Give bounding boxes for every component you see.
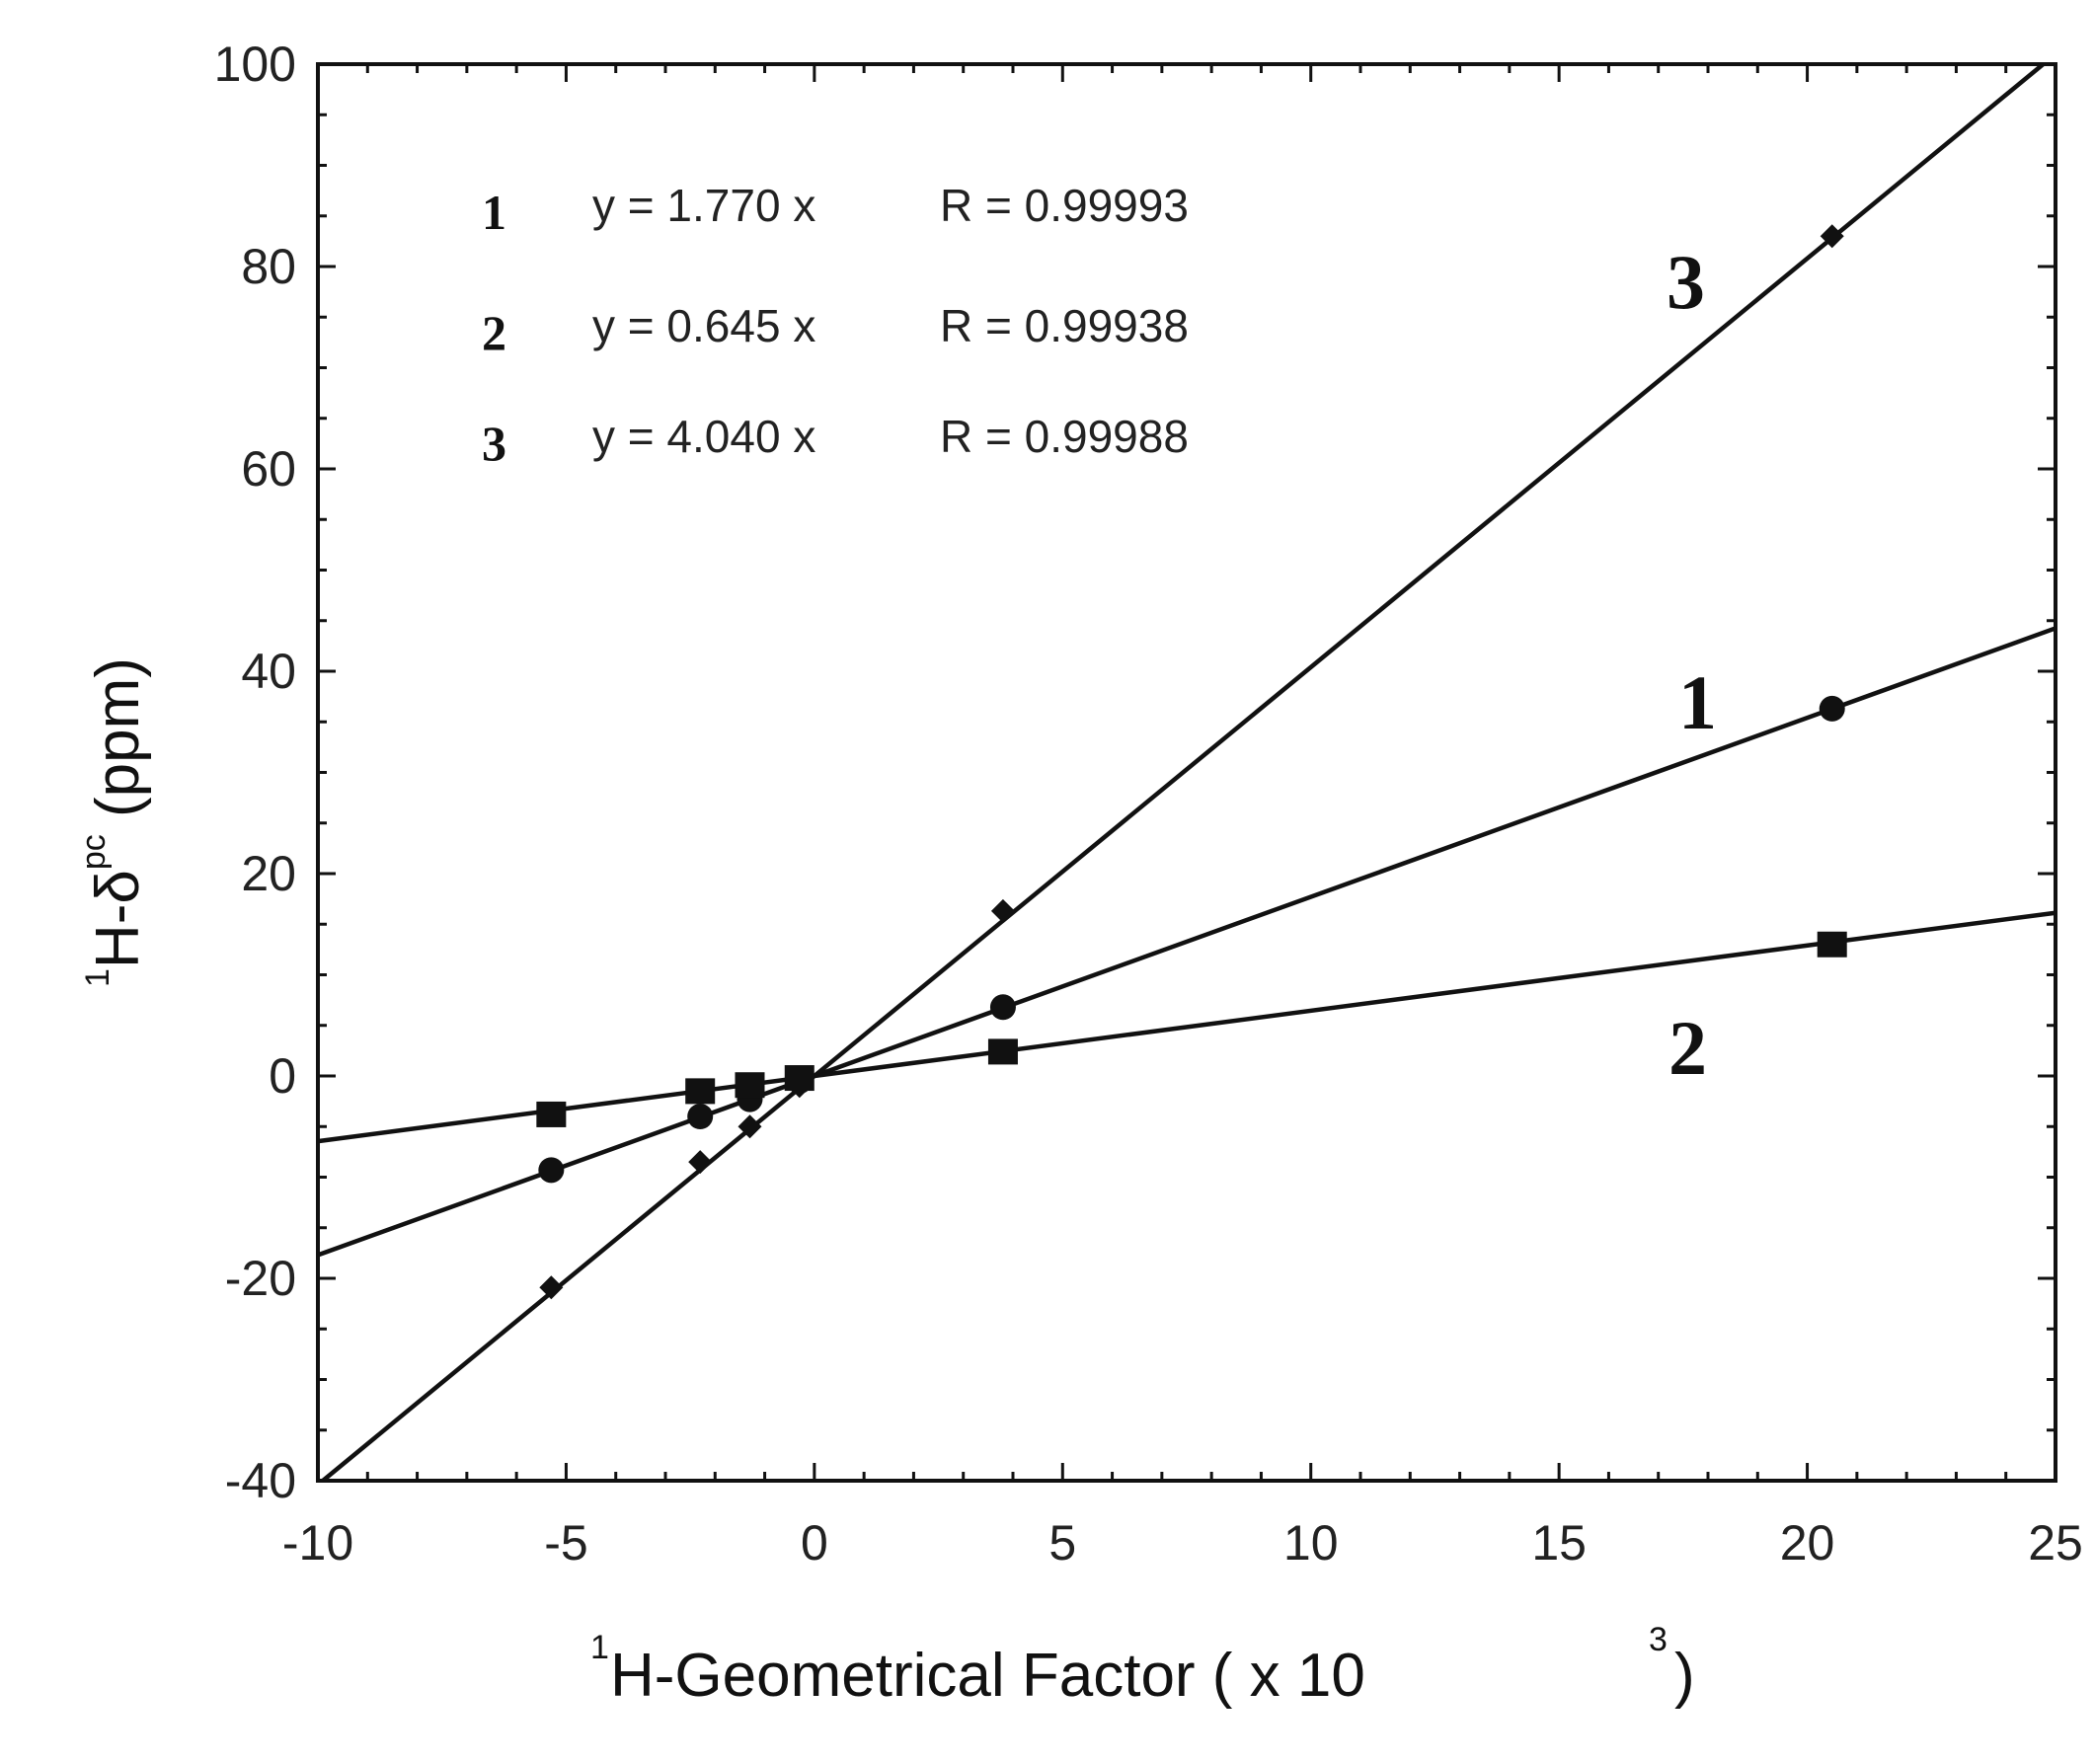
y-tick-label: -20: [225, 1251, 296, 1306]
y-axis-title-exp: pc: [75, 834, 113, 870]
y-tick-label: 0: [269, 1048, 296, 1104]
legend-series-2-equation: y = 0.645 x: [592, 300, 815, 351]
line-label-1: 1: [1678, 659, 1717, 745]
y-axis-title-main: H-δ: [84, 870, 152, 968]
x-tick-label: 5: [1048, 1515, 1076, 1571]
point-series-1-4: [989, 994, 1016, 1021]
line-label-3: 3: [1667, 239, 1705, 325]
y-axis-title-end: (ppm): [84, 657, 152, 834]
x-tick-label: 10: [1283, 1515, 1339, 1571]
point-series-1-1: [687, 1104, 714, 1129]
y-tick-label: 100: [214, 37, 296, 92]
point-series-3-1: [688, 1150, 713, 1175]
y-tick-labels: -40 -20 0 20 40 60 80 100: [214, 37, 296, 1508]
x-tick-label: 0: [801, 1515, 828, 1571]
x-tick-label: 15: [1531, 1515, 1587, 1571]
fit-lines: [317, 62, 2056, 1483]
x-tick-labels: -10 -5 0 5 10 15 20 25: [282, 1515, 2083, 1571]
point-series-2-2: [735, 1072, 765, 1099]
y-axis-title: 1H-δpc (ppm): [75, 657, 152, 987]
x-tick-label: -5: [544, 1515, 587, 1571]
legend-series-1-equation: y = 1.770 x: [592, 180, 815, 231]
point-series-2-1: [685, 1078, 716, 1105]
legend-series-2-r: R = 0.99938: [940, 300, 1189, 351]
point-series-2-0: [536, 1101, 567, 1127]
x-tick-label: 25: [2028, 1515, 2083, 1571]
point-series-3-2: [737, 1114, 762, 1139]
y-tick-label: 40: [241, 644, 296, 699]
y-axis-title-sup: 1: [79, 968, 116, 987]
legend-series-1-number: 1: [482, 185, 506, 240]
point-series-2-4: [987, 1038, 1018, 1065]
point-series-3-0: [539, 1275, 564, 1300]
y-tick-label: 80: [241, 239, 296, 294]
x-axis-title-main: H-Geometrical Factor ( x 10: [610, 1642, 1365, 1710]
axis-ticks: [316, 62, 2057, 1483]
legend-entry-2: 2 y = 0.645 x R = 0.99938: [482, 300, 1189, 360]
legend-entry-3: 3 y = 4.040 x R = 0.99988: [482, 411, 1189, 471]
legend-series-3-number: 3: [482, 416, 506, 471]
point-series-2-5: [1817, 931, 1847, 958]
point-series-3-4: [990, 898, 1015, 923]
line-label-2: 2: [1668, 1005, 1707, 1091]
legend-series-1-r: R = 0.99993: [940, 180, 1189, 231]
point-series-3-3: [787, 1074, 812, 1099]
x-axis-title-end: ): [1674, 1642, 1695, 1710]
data-markers: [536, 224, 1847, 1300]
svg-text:1H-δpc (ppm): 1H-δpc (ppm): [75, 657, 152, 987]
y-tick-label: -40: [225, 1453, 296, 1508]
x-tick-label: 20: [1780, 1515, 1835, 1571]
fit-line-1: [317, 626, 2056, 1258]
legend: 1 y = 1.770 x R = 0.99993 2 y = 0.645 x …: [482, 180, 1189, 471]
fit-line-3: [321, 62, 2045, 1483]
x-axis-title-sup: 1: [590, 1629, 609, 1666]
y-tick-label: 60: [241, 441, 296, 497]
legend-entry-1: 1 y = 1.770 x R = 0.99993: [482, 180, 1189, 240]
x-axis-title-exp: 3: [1649, 1621, 1668, 1658]
x-tick-label: -10: [282, 1515, 353, 1571]
legend-series-3-r: R = 0.99988: [940, 411, 1189, 462]
fit-line-2: [317, 910, 2056, 1144]
legend-series-2-number: 2: [482, 305, 506, 360]
x-axis-title: 1 H-Geometrical Factor ( x 10 3 ): [590, 1621, 1695, 1710]
point-series-1-0: [538, 1157, 565, 1184]
y-tick-label: 20: [241, 846, 296, 901]
point-series-3-5: [1820, 224, 1844, 249]
legend-series-3-equation: y = 4.040 x: [592, 411, 815, 462]
point-series-1-5: [1819, 695, 1845, 722]
